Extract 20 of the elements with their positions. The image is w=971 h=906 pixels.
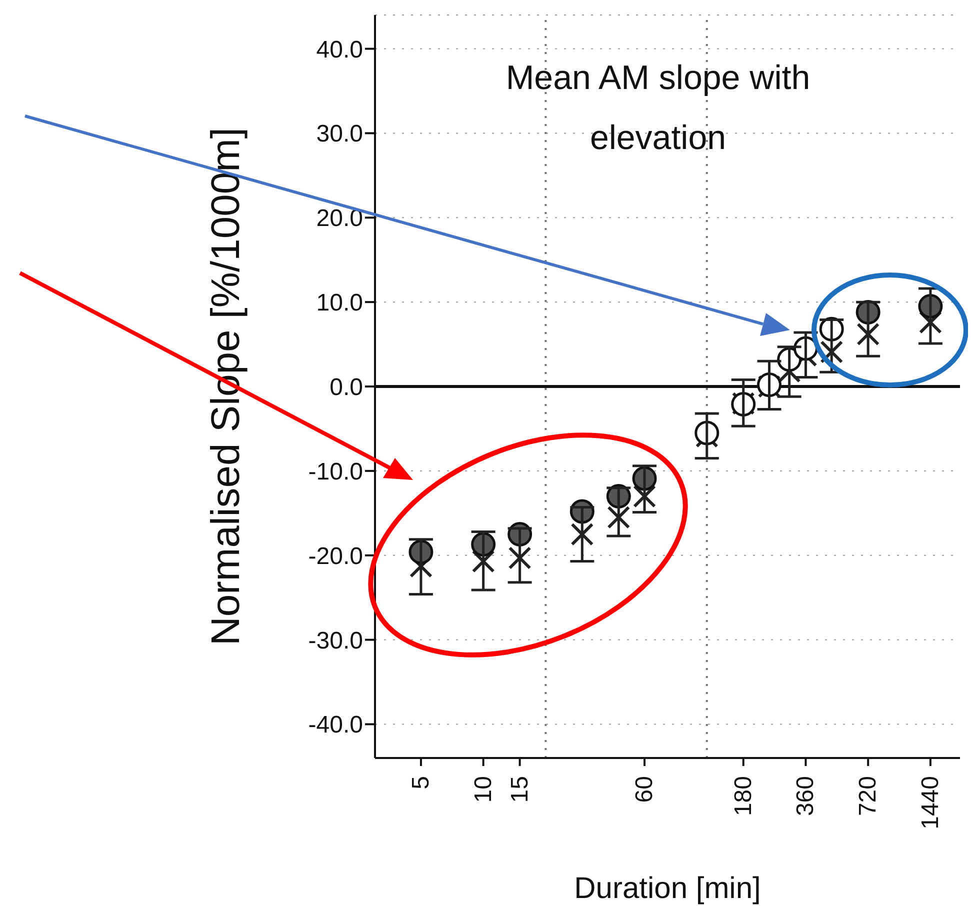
- x-tick-label: 10: [470, 776, 497, 803]
- x-tick-label: 720: [854, 776, 882, 816]
- y-tick-label: 20.0: [316, 205, 363, 232]
- y-tick-label: 30.0: [316, 120, 363, 148]
- y-axis-title: Normalised Slope [%/1000m]: [204, 127, 248, 646]
- x-tick-label: 60: [631, 776, 658, 803]
- y-tick-label: -40.0: [308, 712, 363, 739]
- y-tick-label: 10.0: [316, 290, 363, 317]
- x-tick-label: 180: [730, 776, 757, 816]
- x-tick-label: 360: [792, 776, 820, 816]
- x-tick-label: 15: [506, 776, 534, 803]
- y-tick-label: 0.0: [330, 374, 363, 402]
- y-tick-label: -30.0: [308, 627, 363, 654]
- annotation: Mean AM slope with elevation: [504, 58, 812, 159]
- y-tick-label: 40.0: [316, 36, 363, 64]
- x-axis-title: Duration [min]: [574, 872, 761, 905]
- x-tick-label: 1440: [916, 776, 944, 830]
- y-tick-label: -20.0: [308, 542, 363, 570]
- y-tick-label: -10.0: [308, 458, 363, 486]
- x-tick-label: 5: [407, 776, 434, 790]
